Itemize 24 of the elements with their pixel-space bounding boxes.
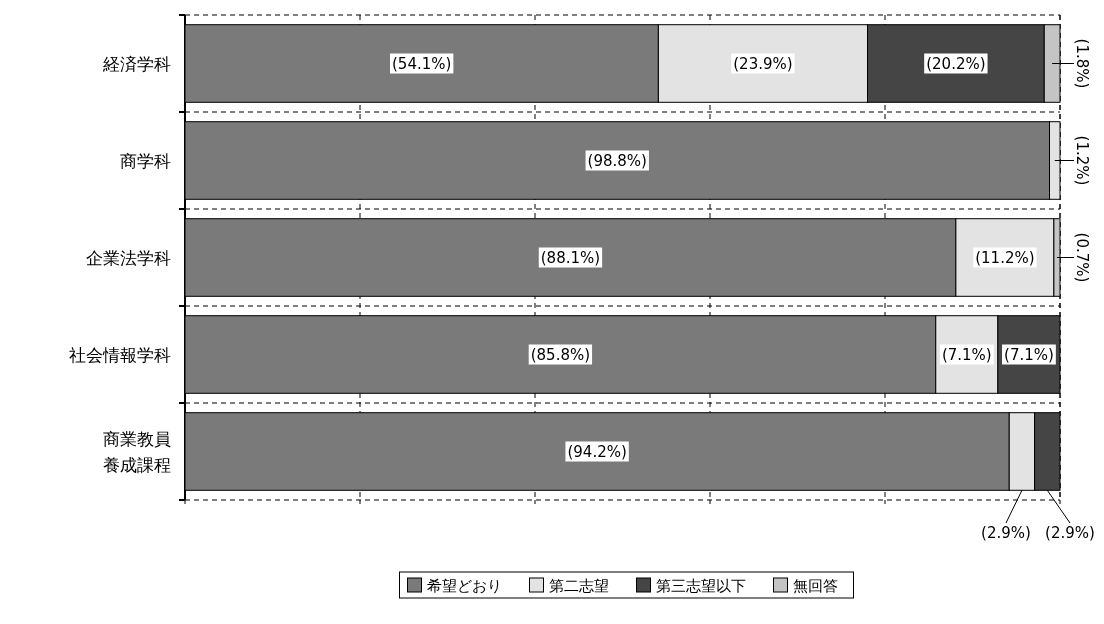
data-label: (20.2%)	[926, 54, 986, 73]
data-label: (98.8%)	[587, 151, 647, 170]
legend-label: 希望どおり	[426, 577, 502, 595]
data-label: (2.9%)	[1045, 524, 1095, 542]
data-label: (88.1%)	[540, 248, 601, 267]
data-label: (94.2%)	[567, 442, 627, 461]
data-label: (54.1%)	[392, 54, 452, 73]
data-label: (85.8%)	[530, 345, 591, 364]
y-tick-label: 商業教員養成課程	[103, 428, 171, 475]
y-tick-label: 企業法学科	[86, 247, 171, 268]
legend-label: 無回答	[792, 577, 838, 595]
y-tick-label: 経済学科	[102, 53, 171, 74]
data-label: (0.7%)	[1073, 232, 1091, 283]
data-label: (1.8%)	[1073, 38, 1091, 89]
data-label: (23.9%)	[733, 54, 793, 73]
legend-label: 第三志望以下	[655, 577, 746, 595]
data-label: (2.9%)	[981, 524, 1031, 542]
data-label: (7.1%)	[941, 345, 992, 364]
data-label: (11.2%)	[975, 248, 1035, 267]
y-tick-label: 社会情報学科	[69, 344, 171, 365]
y-tick-label: 商学科	[120, 150, 171, 171]
data-label: (7.1%)	[1004, 345, 1054, 364]
data-label: (1.2%)	[1073, 135, 1091, 186]
legend-label: 第二志望	[548, 577, 609, 595]
